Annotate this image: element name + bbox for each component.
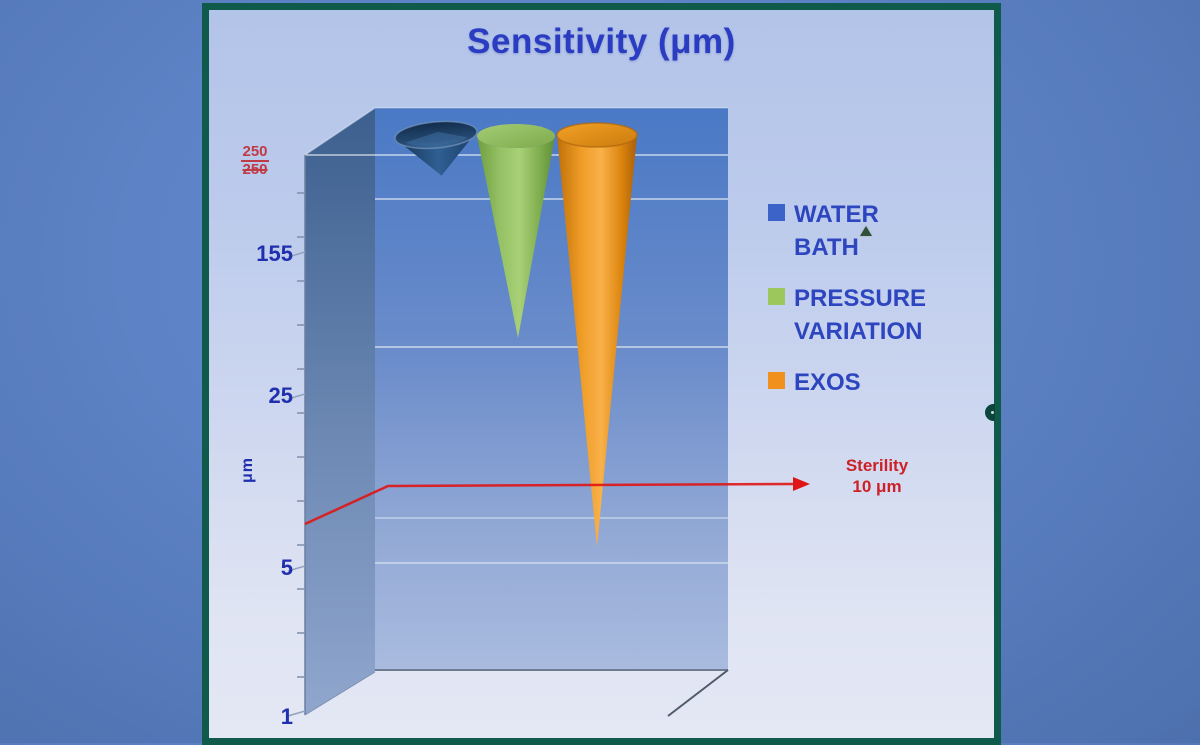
left-wall-top-edge [304, 107, 376, 156]
axis-label-250-bottom: 250 [242, 161, 268, 178]
slide-content: Sensitivity (μm) [209, 10, 994, 738]
axis-label-250-top: 250 [241, 143, 269, 162]
sterility-annotation: Sterility 10 μm [802, 455, 952, 497]
sterility-line [304, 482, 794, 526]
minor-tick-marks [297, 192, 305, 678]
cursor-artifact-icon [860, 226, 872, 236]
sterility-annotation-line1: Sterility [845, 456, 909, 475]
axis-label-1: 1 [280, 704, 293, 729]
legend-item-exos: EXOS [768, 366, 861, 399]
cone-water-bath [394, 120, 478, 176]
sterility-arrowhead-icon [793, 477, 810, 491]
floor-right-edge [667, 669, 729, 717]
legend-label-line: VARIATION [794, 318, 923, 345]
3d-cone-chart [287, 107, 810, 717]
border-notch [985, 404, 995, 421]
gridlines [306, 154, 728, 564]
axis-unit-label: μm [239, 457, 256, 484]
legend-item-water-bath: WATER BATH [768, 198, 879, 264]
axis-label-25: 25 [268, 383, 293, 408]
legend-swatch-exos [768, 372, 785, 389]
legend-label-line: BATH [794, 234, 859, 261]
axis-label-5: 5 [280, 555, 293, 580]
axis-label-155: 155 [256, 241, 293, 266]
cone-pressure-variation [477, 124, 555, 338]
chart-left-wall [305, 108, 375, 715]
legend-label-line: EXOS [794, 369, 861, 396]
chart-back-wall [375, 108, 728, 670]
legend-label-line: PRESSURE [794, 285, 927, 312]
chart-title: Sensitivity (μm) [467, 22, 736, 61]
legend-item-pressure-variation: PRESSURE VARIATION [768, 282, 926, 348]
legend-label-water-bath: WATER BATH [794, 198, 879, 264]
left-wall-bottom-edge [304, 671, 376, 716]
legend-swatch-water-bath [768, 204, 785, 221]
cone-exos [556, 122, 638, 547]
major-tick-marks [287, 251, 306, 717]
legend-swatch-pressure-variation [768, 288, 785, 305]
sterility-annotation-line2: 10 μm [852, 477, 902, 496]
legend-label-pressure-variation: PRESSURE VARIATION [794, 282, 926, 348]
legend-label-line: WATER [794, 201, 879, 228]
legend-label-exos: EXOS [794, 366, 861, 399]
axis-label-250-crossed: 250 250 [231, 144, 279, 178]
slide: Sensitivity (μm) [202, 3, 1001, 745]
